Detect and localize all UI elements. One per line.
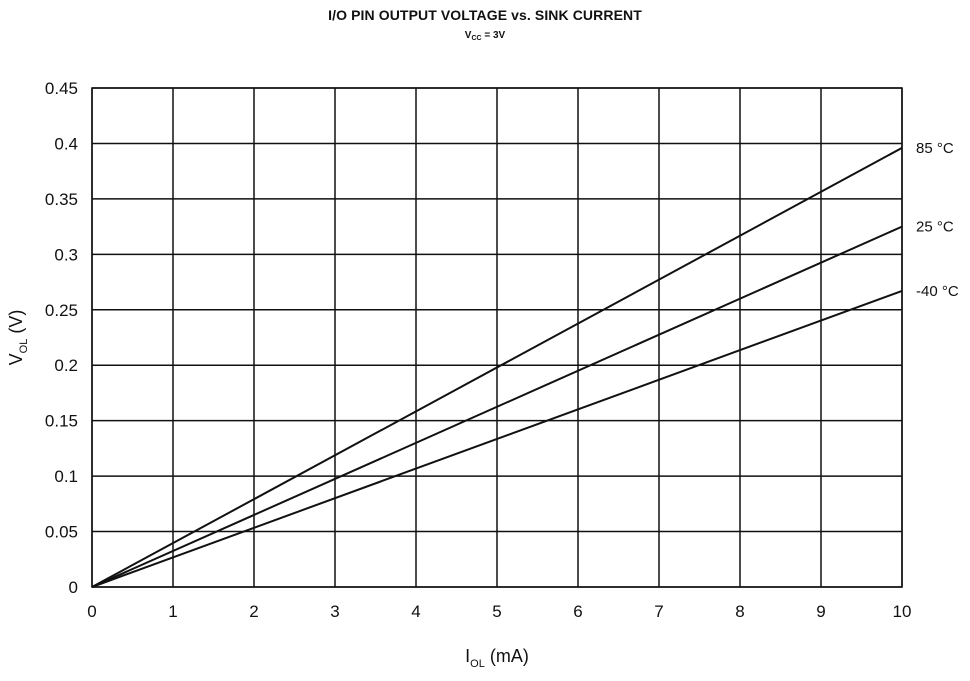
y-tick-labels: 0 0.05 0.1 0.15 0.2 0.25 0.3 0.35 0.4 0.45 xyxy=(45,79,78,597)
y-tick-label: 0.05 xyxy=(45,523,78,542)
series-line xyxy=(91,147,903,588)
chart-title: I/O PIN OUTPUT VOLTAGE vs. SINK CURRENT xyxy=(328,7,642,23)
x-tick-label: 8 xyxy=(735,602,744,621)
series-lines xyxy=(91,147,903,588)
x-tick-label: 5 xyxy=(492,602,501,621)
series-label: -40 °C xyxy=(916,283,959,300)
y-tick-label: 0.3 xyxy=(54,245,78,264)
x-tick-label: 6 xyxy=(573,602,582,621)
x-axis-label-sub: OL xyxy=(470,658,485,670)
subtitle-main: V xyxy=(464,30,472,41)
y-tick-label: 0.2 xyxy=(54,356,78,375)
series-labels: 85 °C 25 °C -40 °C xyxy=(916,140,959,300)
x-tick-label: 9 xyxy=(816,602,825,621)
y-tick-label: 0.1 xyxy=(54,467,78,486)
y-axis-label-sub: OL xyxy=(18,339,30,354)
x-tick-label: 3 xyxy=(330,602,339,621)
x-tick-label: 4 xyxy=(411,602,420,621)
y-tick-label: 0.4 xyxy=(54,134,78,153)
y-tick-label: 0.35 xyxy=(45,190,78,209)
series-label: 25 °C xyxy=(916,219,954,236)
series-label: 85 °C xyxy=(916,140,954,157)
x-tick-labels: 0 1 2 3 4 5 6 7 8 9 10 xyxy=(87,602,911,621)
y-tick-label: 0.25 xyxy=(45,301,78,320)
y-axis-label: VOL (V) xyxy=(6,310,30,366)
x-tick-label: 10 xyxy=(893,602,912,621)
x-axis-label: IOL (mA) xyxy=(465,646,529,670)
grid xyxy=(91,87,903,588)
y-tick-label: 0.15 xyxy=(45,412,78,431)
y-tick-label: 0.45 xyxy=(45,79,78,98)
subtitle-rest: = 3V xyxy=(481,30,506,41)
x-tick-label: 7 xyxy=(654,602,663,621)
x-tick-label: 1 xyxy=(168,602,177,621)
series-line xyxy=(91,289,903,588)
y-axis-label-main: V xyxy=(6,353,26,365)
y-axis-label-rest: (V) xyxy=(6,310,26,339)
chart-subtitle: VCC = 3V xyxy=(0,30,970,42)
y-tick-label: 0 xyxy=(69,578,78,597)
plot-frame xyxy=(91,87,903,588)
series-line xyxy=(91,225,903,588)
x-axis-label-rest: (mA) xyxy=(485,646,529,666)
subtitle-sub: CC xyxy=(471,35,482,42)
x-axis-label-main: I xyxy=(465,646,470,666)
x-tick-label: 0 xyxy=(87,602,96,621)
x-tick-label: 2 xyxy=(249,602,258,621)
